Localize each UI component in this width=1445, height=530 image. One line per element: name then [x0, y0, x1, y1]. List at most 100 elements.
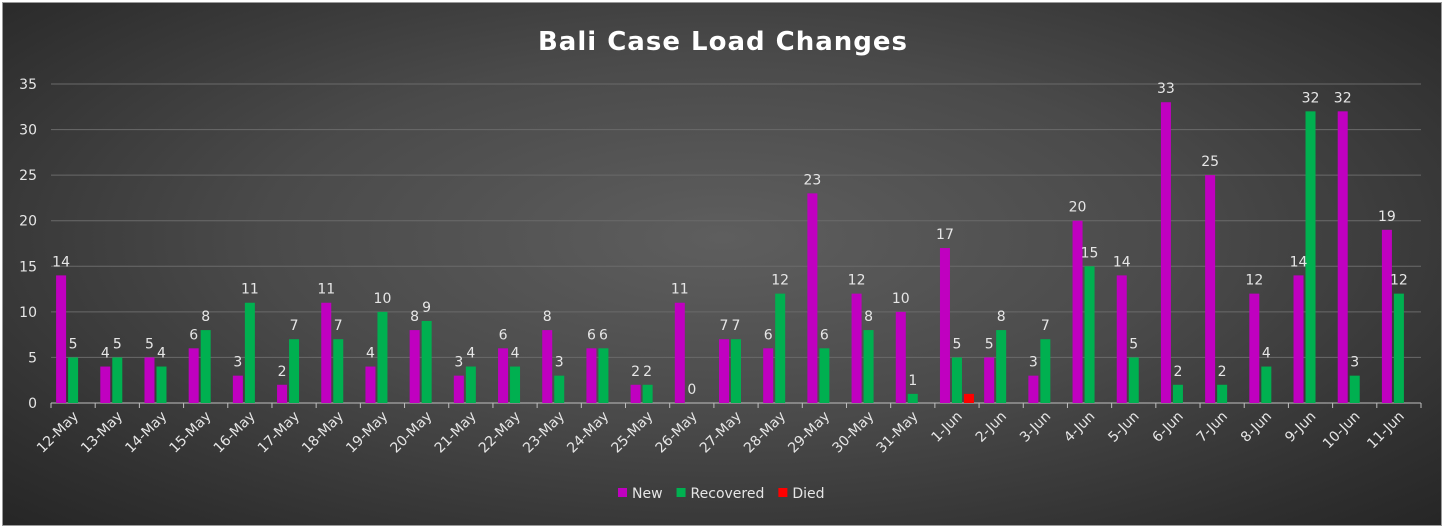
data-label-new: 19 — [1378, 209, 1396, 225]
y-tick-label: 5 — [28, 350, 37, 366]
x-tick-label: 16-May — [211, 409, 259, 457]
data-label-recovered: 2 — [643, 364, 652, 380]
data-label-new: 14 — [52, 254, 70, 270]
x-tick-label: 9-Jun — [1282, 409, 1319, 446]
y-tick-label: 30 — [19, 123, 37, 139]
data-label-recovered: 12 — [1390, 273, 1408, 289]
data-label-new: 17 — [936, 227, 954, 243]
x-tick-label: 30-May — [829, 409, 877, 457]
bar-recovered — [333, 339, 344, 403]
data-label-recovered: 1 — [908, 373, 917, 389]
bar-recovered — [1261, 366, 1272, 403]
bar-new — [277, 384, 288, 403]
bar-recovered — [289, 339, 300, 403]
legend-swatch-recovered — [676, 488, 686, 497]
x-tick-label: 23-May — [520, 409, 568, 457]
bar-recovered — [996, 330, 1007, 403]
x-tick-label: 2-Jun — [973, 409, 1010, 446]
bar-new — [586, 348, 597, 403]
data-label-recovered: 3 — [555, 355, 564, 371]
legend-swatch-died — [778, 488, 788, 497]
data-label-recovered: 4 — [511, 346, 520, 362]
x-tick-label: 6-Jun — [1150, 409, 1187, 446]
bar-recovered — [112, 357, 123, 403]
data-label-recovered: 7 — [334, 318, 343, 334]
data-label-new: 6 — [189, 327, 198, 343]
x-tick-label: 26-May — [653, 409, 701, 457]
y-axis-ticks: 0 5 10 15 20 25 30 35 — [19, 77, 37, 412]
data-label-new: 8 — [543, 309, 552, 325]
x-tick-label: 14-May — [122, 409, 170, 457]
data-label-new: 25 — [1201, 154, 1219, 170]
data-label-recovered: 4 — [466, 346, 475, 362]
x-tick-label: 13-May — [78, 409, 126, 457]
data-label-new: 6 — [499, 327, 508, 343]
bar-new — [1205, 175, 1216, 403]
y-tick-label: 0 — [28, 396, 37, 412]
bar-recovered — [642, 384, 653, 403]
data-label-recovered: 11 — [241, 282, 259, 298]
data-label-recovered: 3 — [1350, 355, 1359, 371]
bar-new — [100, 366, 111, 403]
bar-recovered — [244, 302, 255, 403]
gridlines — [50, 83, 1422, 408]
legend: New Recovered Died — [618, 486, 825, 502]
bar-recovered — [907, 393, 918, 403]
data-label-new: 14 — [1113, 254, 1131, 270]
bar-recovered — [554, 375, 565, 403]
data-label-new: 3 — [1029, 355, 1038, 371]
data-label-new: 6 — [587, 327, 596, 343]
bar-recovered — [775, 293, 786, 403]
data-label-new: 3 — [233, 355, 242, 371]
data-label-recovered: 4 — [1262, 346, 1271, 362]
data-label-recovered: 0 — [687, 382, 696, 398]
bar-new — [1293, 275, 1304, 403]
x-tick-label: 5-Jun — [1105, 409, 1142, 446]
y-tick-label: 20 — [19, 214, 37, 230]
data-label-new: 32 — [1334, 90, 1352, 106]
y-tick-label: 25 — [19, 168, 37, 184]
x-tick-label: 11-Jun — [1364, 409, 1408, 453]
bar-new — [1028, 375, 1039, 403]
data-label-recovered: 10 — [374, 291, 392, 307]
data-label-recovered: 4 — [157, 346, 166, 362]
legend-swatch-new — [618, 488, 627, 497]
bar-new — [895, 311, 906, 403]
data-label-new: 23 — [803, 172, 821, 188]
chart-title: Bali Case Load Changes — [538, 27, 908, 57]
data-label-new: 14 — [1290, 254, 1308, 270]
bar-recovered — [1393, 293, 1404, 403]
data-label-recovered: 2 — [1218, 364, 1227, 380]
bar-recovered — [1349, 375, 1360, 403]
data-label-recovered: 7 — [1041, 318, 1050, 334]
x-tick-label: 1-Jun — [929, 409, 966, 446]
x-tick-label: 22-May — [476, 409, 524, 457]
data-label-recovered: 12 — [771, 273, 789, 289]
data-label-new: 3 — [454, 355, 463, 371]
data-label-recovered: 5 — [1129, 336, 1138, 352]
bar-new — [1116, 275, 1127, 403]
bar-new — [498, 348, 509, 403]
bar-recovered — [465, 366, 476, 403]
y-tick-label: 15 — [19, 259, 37, 275]
data-label-new: 4 — [101, 346, 110, 362]
legend-label-died: Died — [792, 486, 824, 502]
data-label-new: 11 — [671, 282, 689, 298]
y-tick-label: 35 — [19, 77, 37, 93]
bar-recovered — [598, 348, 609, 403]
data-label-recovered: 9 — [422, 300, 431, 316]
x-tick-label: 27-May — [697, 409, 745, 457]
x-tick-label: 18-May — [299, 409, 347, 457]
bar-recovered — [421, 320, 432, 403]
bar-new — [984, 357, 995, 403]
bar-recovered — [200, 330, 211, 403]
data-label-recovered: 32 — [1302, 90, 1320, 106]
x-tick-label: 24-May — [564, 409, 612, 457]
data-label-recovered: 8 — [997, 309, 1006, 325]
bar-recovered — [731, 339, 741, 403]
data-label-new: 12 — [1245, 273, 1263, 289]
x-tick-label: 12-May — [34, 409, 82, 457]
bar-recovered — [1305, 111, 1316, 403]
